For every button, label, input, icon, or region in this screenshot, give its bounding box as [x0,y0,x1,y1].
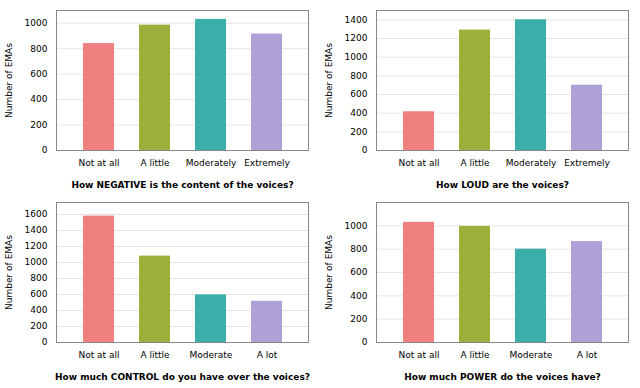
svg-text:A little: A little [140,350,170,360]
svg-text:How much POWER do the voices h: How much POWER do the voices have? [404,372,601,382]
svg-text:A lot: A lot [577,350,598,360]
svg-text:Moderately: Moderately [506,158,557,168]
svg-text:Number of EMAs: Number of EMAs [324,43,334,118]
svg-text:1000: 1000 [25,18,48,28]
svg-text:1200: 1200 [345,33,368,43]
svg-text:800: 800 [350,244,367,254]
svg-text:800: 800 [350,71,367,81]
svg-text:How NEGATIVE is the content of: How NEGATIVE is the content of the voice… [71,180,293,190]
svg-text:Moderate: Moderate [190,350,233,360]
svg-text:0: 0 [362,337,368,347]
svg-text:0: 0 [362,145,368,155]
svg-text:200: 200 [350,314,367,324]
svg-text:Extremely: Extremely [244,158,290,168]
svg-text:A little: A little [140,158,170,168]
svg-text:200: 200 [350,127,367,137]
svg-text:Moderately: Moderately [186,158,237,168]
svg-text:A little: A little [460,158,490,168]
svg-text:1000: 1000 [345,52,368,62]
svg-text:1600: 1600 [25,209,48,219]
svg-text:600: 600 [350,89,367,99]
svg-text:A little: A little [460,350,490,360]
svg-text:1000: 1000 [25,257,48,267]
svg-text:Number of EMAs: Number of EMAs [4,235,14,310]
svg-text:How much CONTROL do you have o: How much CONTROL do you have over the vo… [55,372,310,382]
svg-text:Moderate: Moderate [510,350,553,360]
svg-text:0: 0 [42,337,48,347]
svg-text:1200: 1200 [25,241,48,251]
svg-text:600: 600 [30,289,47,299]
svg-text:400: 400 [350,108,367,118]
svg-text:Not at all: Not at all [78,158,119,168]
svg-text:1000: 1000 [345,221,368,231]
svg-text:1400: 1400 [345,15,368,25]
svg-text:Extremely: Extremely [564,158,610,168]
svg-text:200: 200 [30,120,47,130]
svg-text:1400: 1400 [25,225,48,235]
svg-text:200: 200 [30,321,47,331]
svg-text:400: 400 [30,305,47,315]
svg-text:Number of EMAs: Number of EMAs [4,43,14,118]
svg-text:800: 800 [30,273,47,283]
svg-text:Not at all: Not at all [78,350,119,360]
svg-text:400: 400 [350,291,367,301]
svg-text:A lot: A lot [257,350,278,360]
svg-text:600: 600 [350,267,367,277]
svg-text:400: 400 [30,94,47,104]
svg-text:800: 800 [30,44,47,54]
svg-text:Not at all: Not at all [398,158,439,168]
svg-text:Not at all: Not at all [398,350,439,360]
svg-text:0: 0 [42,145,48,155]
svg-text:How LOUD are the voices?: How LOUD are the voices? [436,180,569,190]
svg-text:600: 600 [30,69,47,79]
svg-text:Number of EMAs: Number of EMAs [324,235,334,310]
